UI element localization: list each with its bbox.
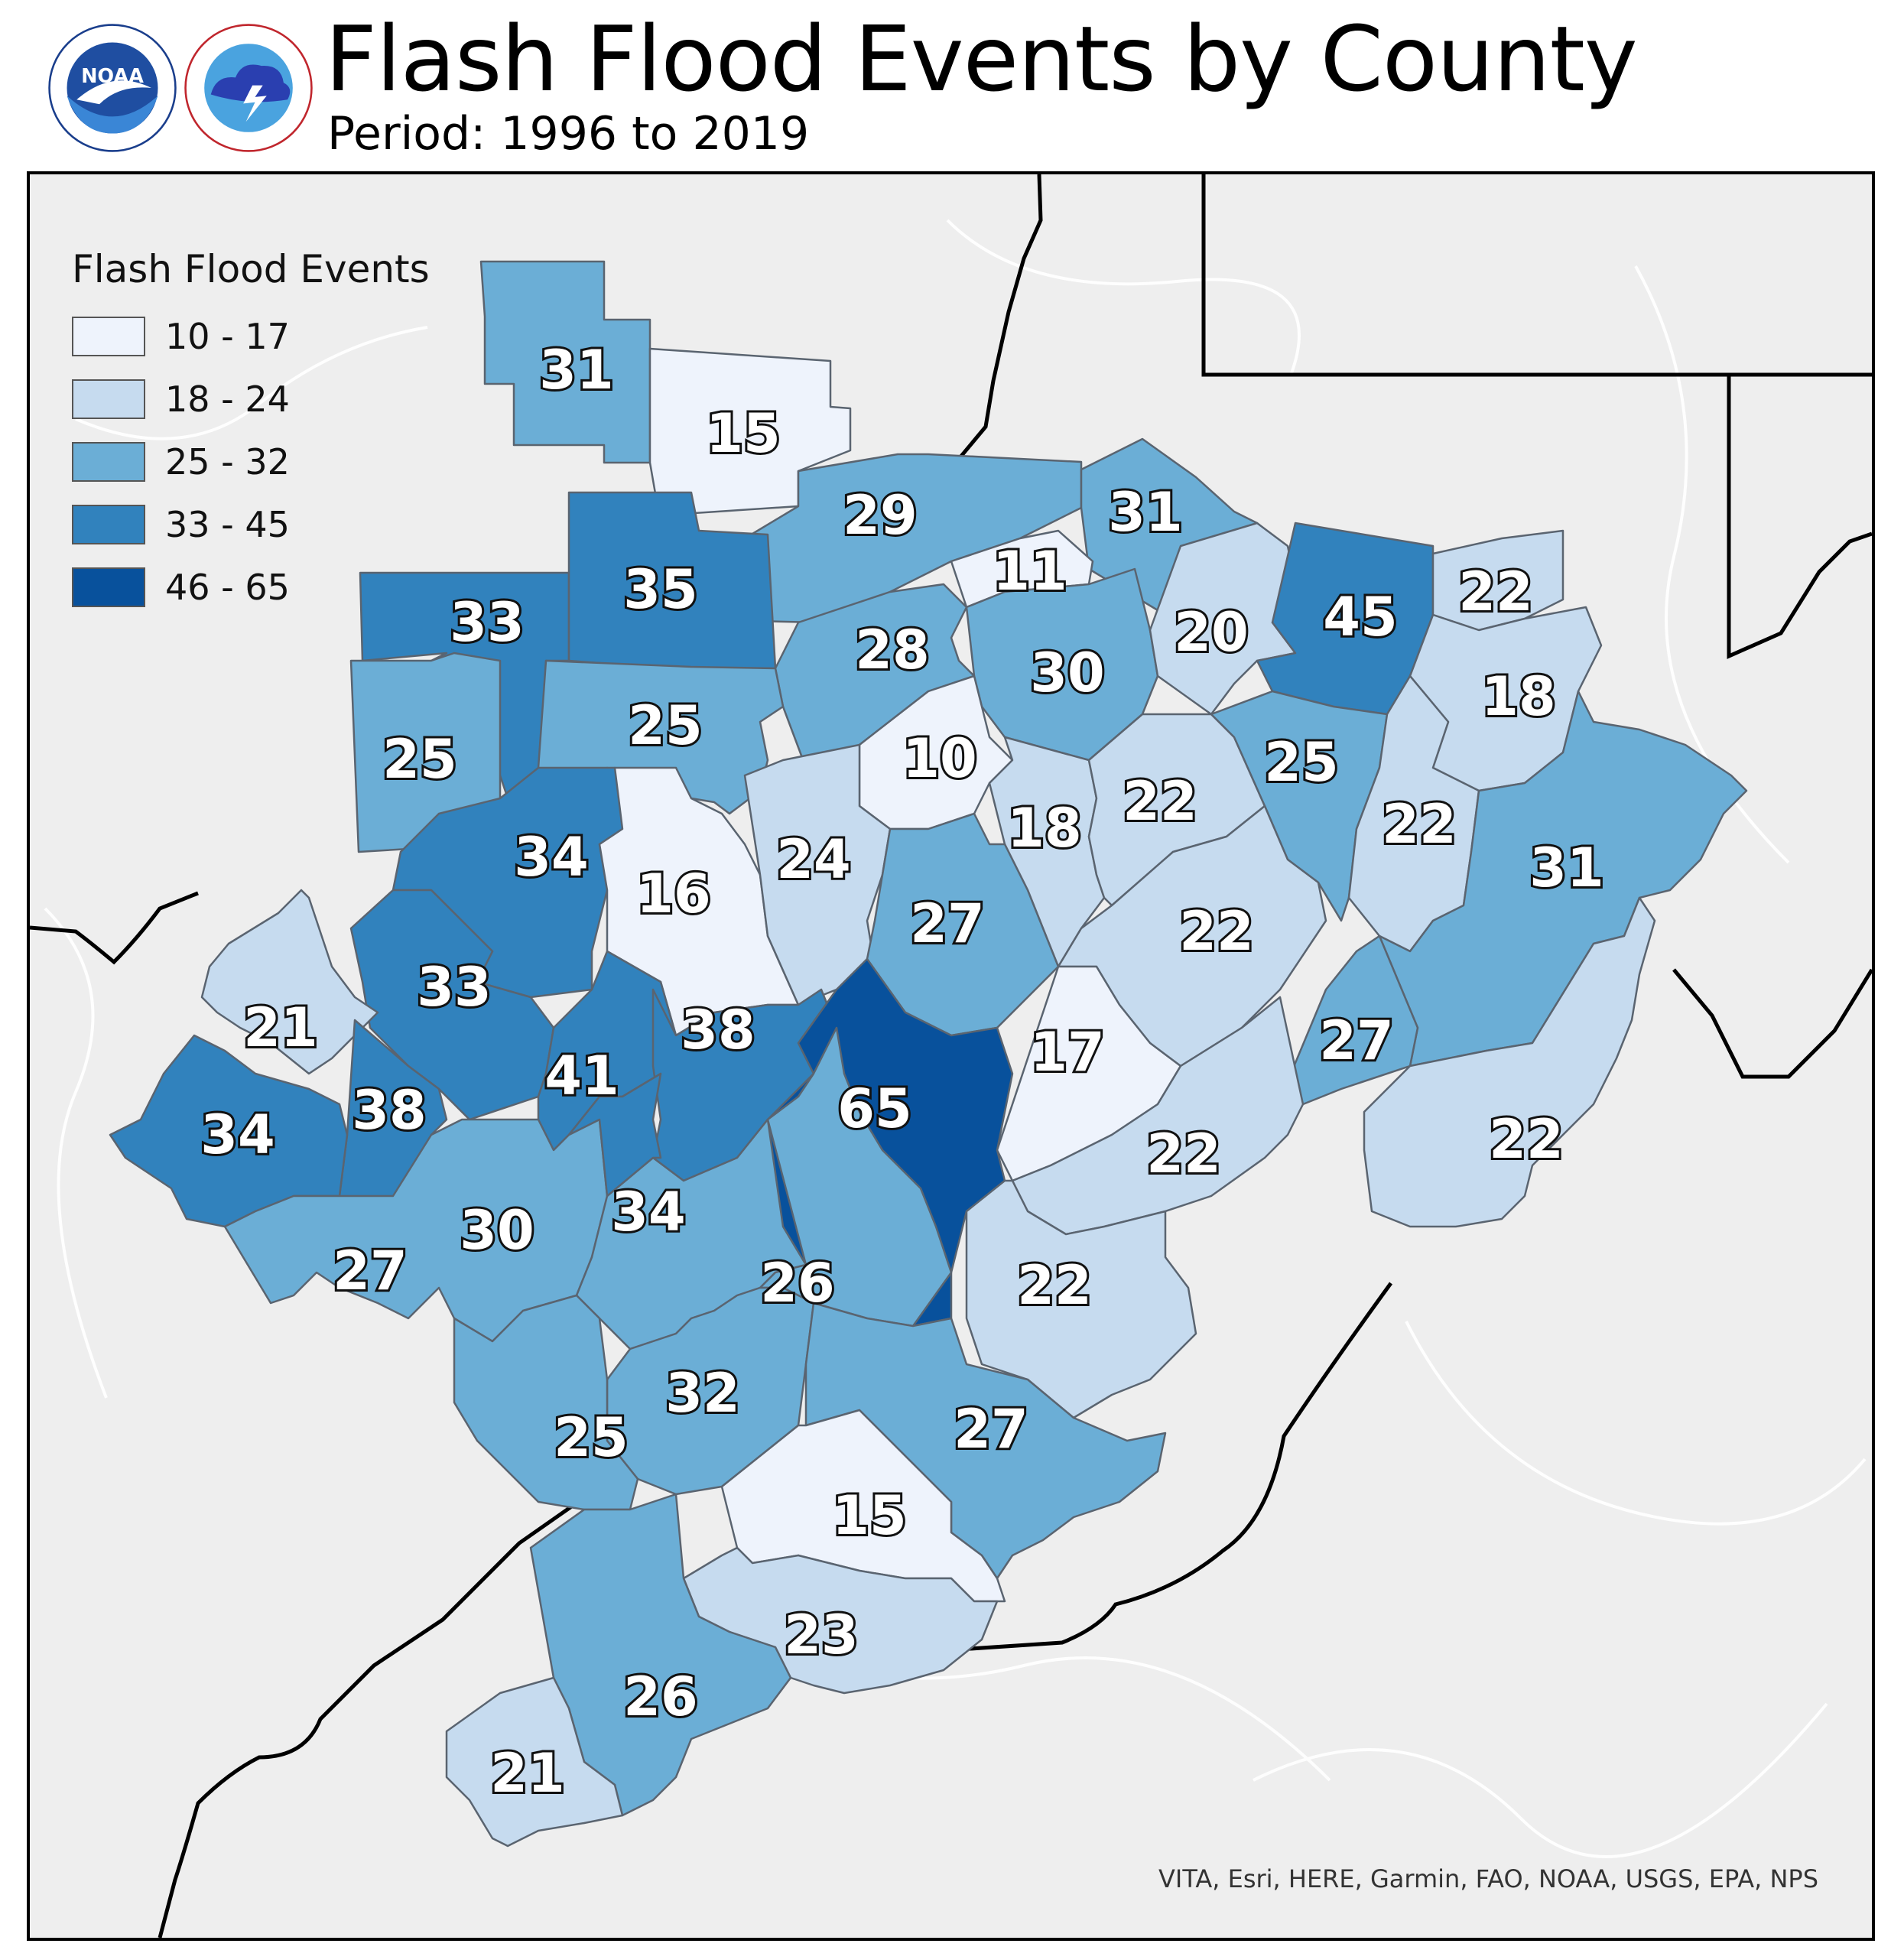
county-value-label: 22	[1458, 561, 1532, 623]
county-value-label: 25	[1264, 731, 1338, 794]
county-polygon[interactable]	[349, 652, 502, 853]
county-value-label: 45	[1323, 586, 1397, 648]
county-value-label: 33	[450, 591, 524, 654]
county-value-label: 30	[1030, 642, 1104, 704]
county-value-label: 32	[665, 1362, 739, 1425]
county-value-label: 41	[544, 1045, 619, 1107]
county-value-label: 27	[910, 892, 984, 955]
county-value-label: 31	[539, 339, 613, 401]
noaa-logo: NOAA	[48, 24, 177, 152]
legend-swatch	[72, 505, 145, 544]
county-value-label: 30	[460, 1199, 534, 1262]
county-value-label: 17	[1030, 1021, 1104, 1084]
county-value-label: 15	[706, 402, 780, 465]
county-value-label: 21	[490, 1742, 564, 1805]
map-attribution: VITA, Esri, HERE, Garmin, FAO, NOAA, USG…	[1158, 1864, 1818, 1893]
county-polygon[interactable]	[479, 260, 651, 464]
county-value-label: 16	[636, 863, 710, 925]
county-polygon[interactable]	[1363, 896, 1656, 1228]
county-value-label: 15	[832, 1484, 906, 1547]
legend-swatch	[72, 379, 145, 419]
county-value-label: 31	[1529, 837, 1603, 899]
legend-label: 33 - 45	[165, 504, 290, 545]
county-value-label: 26	[623, 1666, 697, 1728]
county-value-label: 31	[1108, 481, 1182, 544]
legend-item: 10 - 17	[72, 305, 430, 368]
map-canvas: 31 15 29 31 11 33 35 28 30 20 45 22 18 25 25 10 18 22 25 22…	[30, 174, 1872, 1938]
county-value-label: 24	[776, 828, 850, 891]
legend-swatch	[72, 317, 145, 356]
county-value-label: 25	[382, 728, 457, 791]
county-polygon[interactable]	[453, 1294, 639, 1511]
county-value-label: 28	[855, 619, 929, 681]
county-value-label: 22	[1179, 900, 1253, 963]
county-polygon[interactable]	[743, 743, 892, 1006]
county-value-label: 21	[243, 996, 317, 1059]
county-value-label: 20	[1174, 601, 1248, 664]
map-header: NOAA Flash Flood Events by County Period…	[0, 0, 1904, 168]
county-value-label: 27	[954, 1398, 1028, 1461]
county-value-label: 27	[1319, 1009, 1393, 1072]
county-value-label: 18	[1481, 665, 1555, 728]
county-labels-layer: 31 15 29 31 11 33 35 28 30 20 45 22 18 25 25 10 18 22 25 22…	[198, 336, 1606, 1807]
page-subtitle: Period: 1996 to 2019	[327, 107, 810, 161]
county-value-label: 34	[514, 826, 588, 889]
nws-logo	[184, 24, 313, 152]
legend-label: 18 - 24	[165, 379, 290, 420]
legend-label: 25 - 32	[165, 441, 290, 483]
legend-swatch	[72, 442, 145, 482]
county-value-label: 38	[681, 999, 755, 1061]
legend-swatch	[72, 567, 145, 607]
county-value-label: 26	[760, 1252, 834, 1315]
county-value-label: 29	[843, 484, 917, 547]
county-value-label: 38	[352, 1079, 426, 1142]
county-value-label: 33	[417, 956, 491, 1019]
county-polygon[interactable]	[200, 889, 379, 1075]
noaa-logo-text: NOAA	[81, 65, 144, 88]
legend-label: 10 - 17	[165, 316, 290, 357]
county-value-label: 27	[333, 1240, 407, 1302]
county-value-label: 18	[1007, 797, 1081, 860]
legend-label: 46 - 65	[165, 567, 290, 608]
page-title: Flash Flood Events by County	[325, 6, 1638, 112]
legend-item: 25 - 32	[72, 431, 430, 493]
legend-item: 18 - 24	[72, 368, 430, 431]
legend-item: 33 - 45	[72, 493, 430, 556]
county-polygon[interactable]	[445, 1676, 624, 1848]
county-value-label: 11	[993, 540, 1067, 603]
state-boundaries	[30, 174, 1872, 1938]
counties-layer	[109, 260, 1748, 1848]
county-value-label: 10	[902, 727, 976, 790]
county-value-label: 34	[611, 1181, 685, 1243]
county-value-label: 22	[1123, 770, 1197, 833]
county-value-label: 65	[837, 1077, 911, 1140]
county-value-label: 25	[628, 694, 702, 757]
county-value-label: 35	[623, 558, 697, 621]
county-polygon[interactable]	[567, 1072, 662, 1198]
county-value-label: 25	[554, 1406, 628, 1469]
county-polygon[interactable]	[759, 1026, 953, 1328]
county-polygon[interactable]	[648, 347, 852, 517]
legend-title: Flash Flood Events	[72, 247, 430, 291]
legend-item: 46 - 65	[72, 556, 430, 619]
county-polygon[interactable]	[1286, 934, 1419, 1106]
county-value-label: 34	[200, 1103, 275, 1166]
county-value-label: 22	[1382, 793, 1456, 856]
legend: Flash Flood Events 10 - 17 18 - 24 25 - 32…	[72, 247, 430, 619]
county-value-label: 22	[1489, 1108, 1563, 1171]
county-value-label: 23	[784, 1604, 858, 1666]
county-polygon[interactable]	[965, 1179, 1197, 1419]
map-frame: 31 15 29 31 11 33 35 28 30 20 45 22 18 25 25 10 18 22 25 22…	[27, 171, 1875, 1941]
county-value-label: 22	[1017, 1254, 1091, 1317]
county-value-label: 22	[1146, 1123, 1220, 1185]
